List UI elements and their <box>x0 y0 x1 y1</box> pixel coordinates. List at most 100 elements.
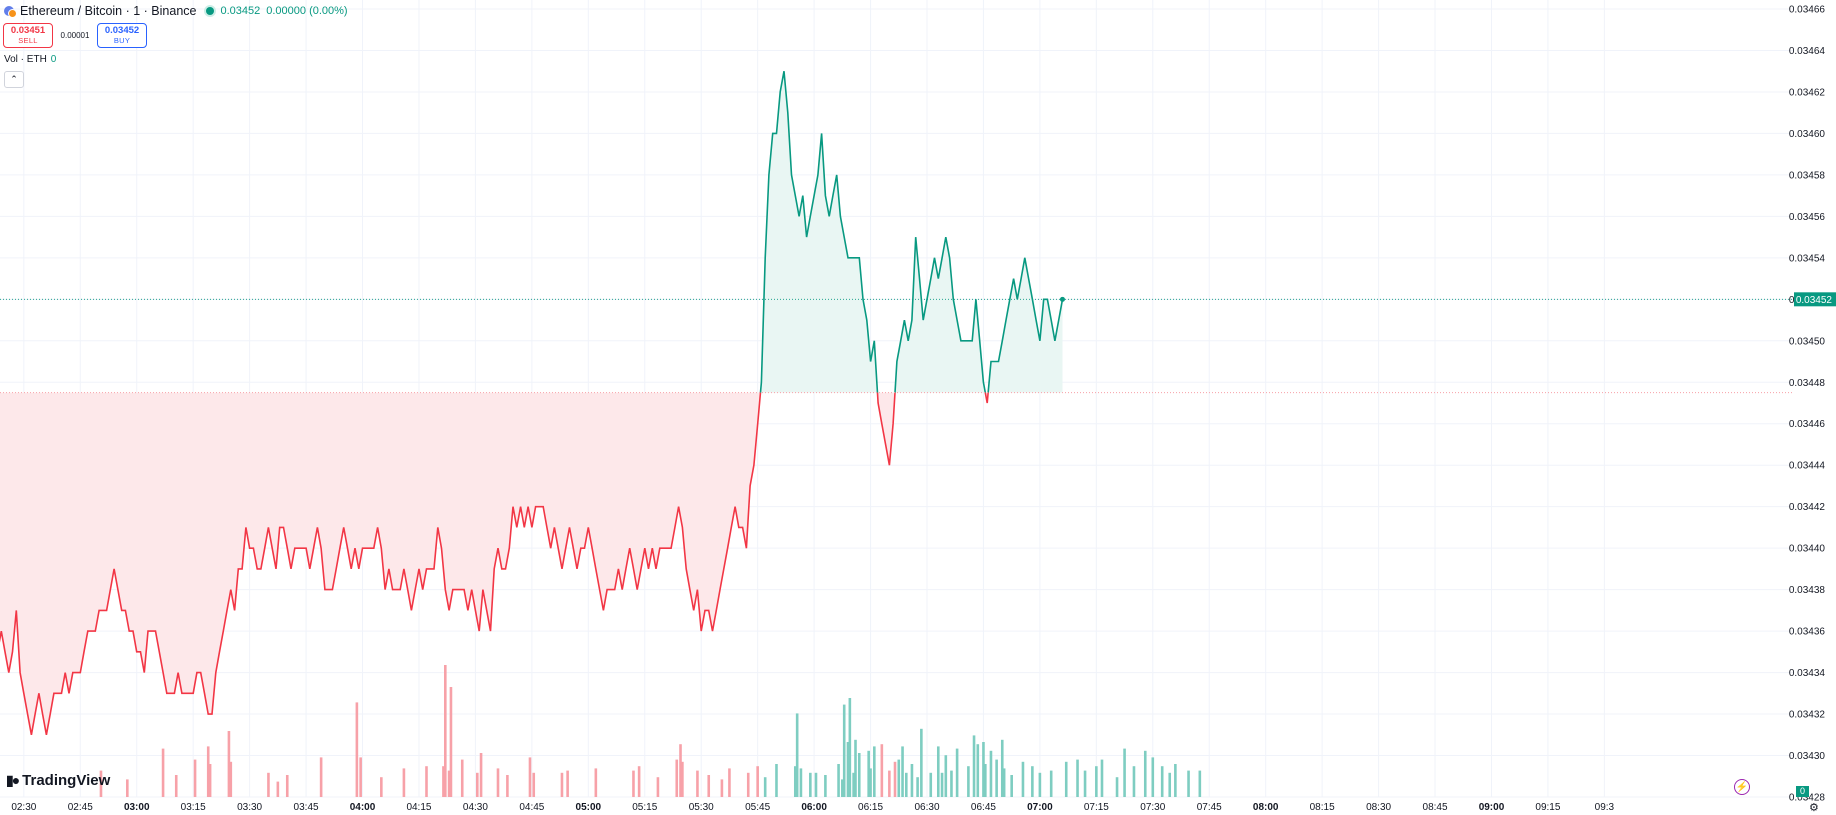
volume-bar <box>867 750 870 797</box>
x-tick-label: 03:00 <box>124 802 150 813</box>
volume-bar <box>560 772 564 797</box>
volume-bar <box>799 768 803 797</box>
volume-bar <box>809 772 812 797</box>
volume-bar <box>355 702 359 797</box>
volume-bar <box>1160 766 1164 797</box>
sell-price: 0.03451 <box>10 24 46 36</box>
volume-bar <box>756 766 759 797</box>
x-tick-label: 04:30 <box>463 802 488 813</box>
volume-bar <box>532 772 536 797</box>
volume-bar <box>893 761 897 797</box>
sell-button[interactable]: 0.03451 SELL <box>3 23 53 48</box>
volume-bar <box>1187 770 1190 797</box>
last-price-label: 0.03452 <box>1796 295 1833 306</box>
volume-bar <box>1064 761 1068 797</box>
volume-bar <box>1010 775 1013 797</box>
symbol-title[interactable]: Ethereum / Bitcoin · 1 · Binance <box>20 4 197 18</box>
x-tick-label: 06:45 <box>971 802 996 813</box>
volume-bar <box>1115 777 1119 797</box>
y-tick-label: 0.03454 <box>1789 253 1826 264</box>
x-tick-label: 05:15 <box>632 802 657 813</box>
symbol-header: Ethereum / Bitcoin · 1 · Binance 0.03452… <box>4 3 348 19</box>
last-price-badge <box>1794 292 1836 307</box>
volume-bar <box>1174 764 1177 797</box>
volume-bar <box>707 775 711 797</box>
volume-legend[interactable]: Vol · ETH 0 <box>4 54 56 65</box>
volume-bar <box>897 759 901 797</box>
volume-bar <box>852 772 855 797</box>
volume-bar <box>841 779 844 797</box>
x-tick-label: 03:15 <box>181 802 206 813</box>
volume-bar <box>910 764 914 797</box>
y-tick-label: 0.03436 <box>1789 627 1826 638</box>
chevron-up-icon[interactable]: ⌃ <box>4 71 24 88</box>
x-tick-label: 08:45 <box>1423 802 1448 813</box>
y-tick-label: 0.03438 <box>1789 585 1826 596</box>
volume-bar <box>319 757 323 797</box>
volume-bar <box>208 764 212 797</box>
volume-bar <box>972 735 976 797</box>
last-price-dot <box>1059 296 1065 302</box>
volume-bar <box>506 775 509 797</box>
y-tick-label: 0.03444 <box>1789 461 1826 472</box>
volume-bar <box>1095 766 1098 797</box>
volume-bar <box>1168 772 1172 797</box>
volume-bar <box>901 746 904 797</box>
volume-bar <box>1049 770 1053 797</box>
tradingview-wordmark: TradingView <box>22 772 111 789</box>
x-tick-label: 06:30 <box>914 802 939 813</box>
y-tick-label: 0.03446 <box>1789 419 1826 430</box>
volume-bar <box>793 766 797 797</box>
x-tick-label: 09:3 <box>1595 802 1615 813</box>
lightning-icon[interactable]: ⚡ <box>1734 779 1750 795</box>
market-open-icon <box>206 7 215 15</box>
buy-price: 0.03452 <box>104 24 140 36</box>
x-tick-label: 06:15 <box>858 802 883 813</box>
volume-bar <box>566 770 569 797</box>
price-line-down <box>0 392 989 735</box>
spread-value: 0.00001 <box>60 31 90 40</box>
x-tick-label: 02:45 <box>68 802 93 813</box>
x-axis: 02:30 02:45 03:00 03:15 03:30 03:45 04:00 04:15… <box>11 802 1614 813</box>
volume-bar <box>976 744 980 797</box>
volume-bar <box>837 764 840 797</box>
x-tick-label: 07:15 <box>1084 802 1109 813</box>
x-tick-label: 02:30 <box>11 802 36 813</box>
volume-legend-label: Vol · ETH <box>4 54 47 65</box>
volume-bar <box>746 772 750 797</box>
volume-bar <box>982 742 985 797</box>
volume-bar <box>1143 750 1147 797</box>
volume-bar <box>227 731 231 797</box>
gear-icon[interactable]: ⚙ <box>1809 802 1819 814</box>
volume-bar <box>276 781 280 797</box>
y-tick-label: 0.03432 <box>1789 710 1826 721</box>
volume-bar <box>869 768 872 797</box>
volume-bar <box>449 687 453 797</box>
volume-bar <box>1132 766 1136 797</box>
y-tick-label: 0.03458 <box>1789 170 1826 181</box>
x-tick-label: 07:00 <box>1027 802 1053 813</box>
volume-bar <box>460 759 464 797</box>
tradingview-logo[interactable]: ▮● TradingView <box>6 772 110 789</box>
y-tick-label: 0.03466 <box>1789 5 1826 16</box>
buy-button[interactable]: 0.03452 BUY <box>97 23 147 48</box>
volume-bar <box>1002 768 1006 797</box>
volume-bar <box>681 761 684 797</box>
volume-bar <box>720 779 724 797</box>
volume-bar <box>528 757 532 797</box>
volume-bar <box>944 755 948 797</box>
volume-bar <box>444 665 447 797</box>
x-tick-label: 05:30 <box>689 802 714 813</box>
volume-bar <box>989 750 993 797</box>
volume-bar <box>359 757 362 797</box>
volume-bar <box>285 775 289 797</box>
x-tick-label: 07:30 <box>1140 802 1165 813</box>
volume-bar <box>1031 766 1034 797</box>
volume-bar <box>1198 770 1202 797</box>
volume-bar <box>206 746 210 797</box>
volume-bar <box>920 728 923 797</box>
volume-bar <box>193 759 197 797</box>
header-price: 0.03452 <box>220 5 261 17</box>
x-tick-label: 04:15 <box>406 802 431 813</box>
